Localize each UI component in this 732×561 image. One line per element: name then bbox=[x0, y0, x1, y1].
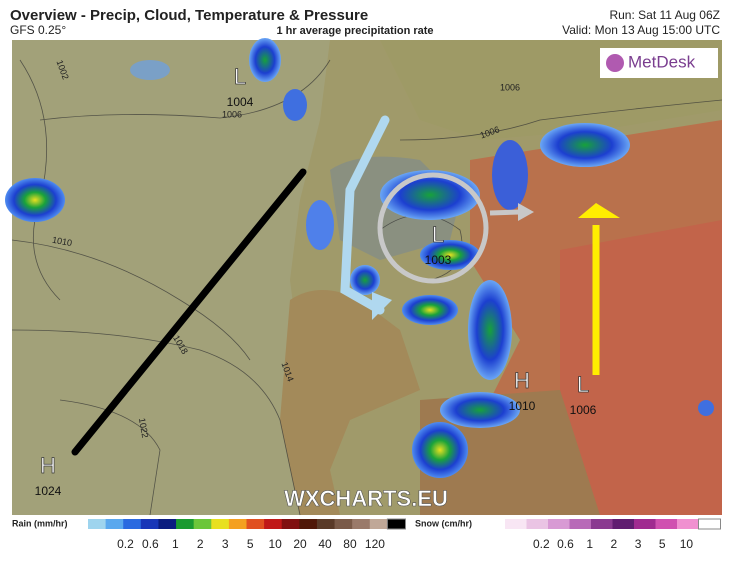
isobar-label: 1006 bbox=[222, 109, 242, 119]
precipitation bbox=[5, 38, 714, 478]
legend-swatch bbox=[158, 519, 177, 529]
legend-swatch bbox=[352, 519, 371, 529]
legend-swatch bbox=[386, 518, 406, 530]
legend-swatch bbox=[548, 519, 570, 529]
legend-swatch bbox=[105, 519, 124, 529]
model: GFS 0.25° bbox=[10, 23, 66, 37]
legend-swatch bbox=[677, 519, 699, 529]
legend-tick-label: 2 bbox=[197, 537, 204, 551]
run: Run: Sat 11 Aug 06Z bbox=[609, 8, 720, 22]
legend-tick-label: 0.2 bbox=[117, 537, 134, 551]
pressure-center-value: 1004 bbox=[227, 95, 254, 109]
legend-tick-label: 3 bbox=[635, 537, 642, 551]
legend-swatch bbox=[334, 519, 353, 529]
legend-swatch bbox=[299, 519, 318, 529]
legend-swatch bbox=[655, 519, 678, 529]
legend-tick-label: 2 bbox=[611, 537, 618, 551]
legend-swatch bbox=[281, 519, 300, 529]
pressure-center-value: 1006 bbox=[570, 403, 597, 417]
legend-swatch bbox=[228, 519, 247, 529]
legend-swatch bbox=[88, 519, 107, 529]
legend-swatch bbox=[526, 519, 549, 529]
subtitle: 1 hr average precipitation rate bbox=[276, 25, 433, 37]
pressure-center-type: H bbox=[40, 453, 56, 478]
pressure-center-type: L bbox=[432, 222, 444, 247]
legend-tick-label: 40 bbox=[318, 537, 332, 551]
legend-tick-label: 0.6 bbox=[142, 537, 159, 551]
pressure-center-value: 1003 bbox=[425, 253, 452, 267]
legend-tick-label: 0.6 bbox=[557, 537, 574, 551]
logo: MetDesk bbox=[628, 52, 696, 71]
legend-tick-label: 20 bbox=[293, 537, 307, 551]
legend-tick-label: 80 bbox=[343, 537, 357, 551]
legend-swatch bbox=[316, 519, 336, 529]
pressure-center-type: H bbox=[514, 368, 530, 393]
legend-swatch bbox=[123, 519, 142, 529]
legend-swatch bbox=[698, 518, 721, 530]
map bbox=[5, 38, 723, 516]
legend-swatch bbox=[634, 519, 656, 529]
legend-swatch bbox=[264, 519, 283, 529]
legend-title: Snow (cm/hr) bbox=[415, 518, 472, 528]
legend-swatch bbox=[176, 519, 195, 529]
legend-title: Rain (mm/hr) bbox=[12, 518, 68, 528]
watermark: WXCHARTS.EU bbox=[284, 486, 448, 511]
legend-tick-label: 10 bbox=[268, 537, 282, 551]
valid: Valid: Mon 13 Aug 15:00 UTC bbox=[562, 23, 720, 37]
legend-tick-label: 1 bbox=[586, 537, 593, 551]
legend-swatch bbox=[505, 519, 527, 529]
legend-swatch bbox=[246, 519, 265, 529]
legend-swatch bbox=[569, 519, 592, 529]
isobar-label: 1022 bbox=[137, 417, 150, 438]
legend-swatch bbox=[140, 519, 159, 529]
isobar-label: 1010 bbox=[51, 235, 72, 248]
legend-tick-label: 120 bbox=[365, 537, 385, 551]
legend-tick-label: 3 bbox=[222, 537, 229, 551]
pressure-center-value: 1024 bbox=[35, 484, 62, 498]
legend-tick-label: 10 bbox=[680, 537, 694, 551]
pressure-center-type: L bbox=[577, 372, 589, 397]
legend-tick-label: 1 bbox=[172, 537, 179, 551]
title: Overview - Precip, Cloud, Temperature & … bbox=[10, 7, 368, 24]
legend-swatch bbox=[211, 519, 230, 529]
isobar-label: 1006 bbox=[500, 82, 520, 92]
legend-swatch bbox=[369, 519, 388, 529]
legend-swatch bbox=[612, 519, 635, 529]
legend-swatch bbox=[193, 519, 212, 529]
legend-tick-label: 0.2 bbox=[533, 537, 550, 551]
pressure-center-type: L bbox=[234, 64, 246, 89]
legend-swatch bbox=[591, 519, 613, 529]
legend-tick-label: 5 bbox=[247, 537, 254, 551]
pressure-center-value: 1010 bbox=[509, 399, 536, 413]
legend-tick-label: 5 bbox=[659, 537, 666, 551]
